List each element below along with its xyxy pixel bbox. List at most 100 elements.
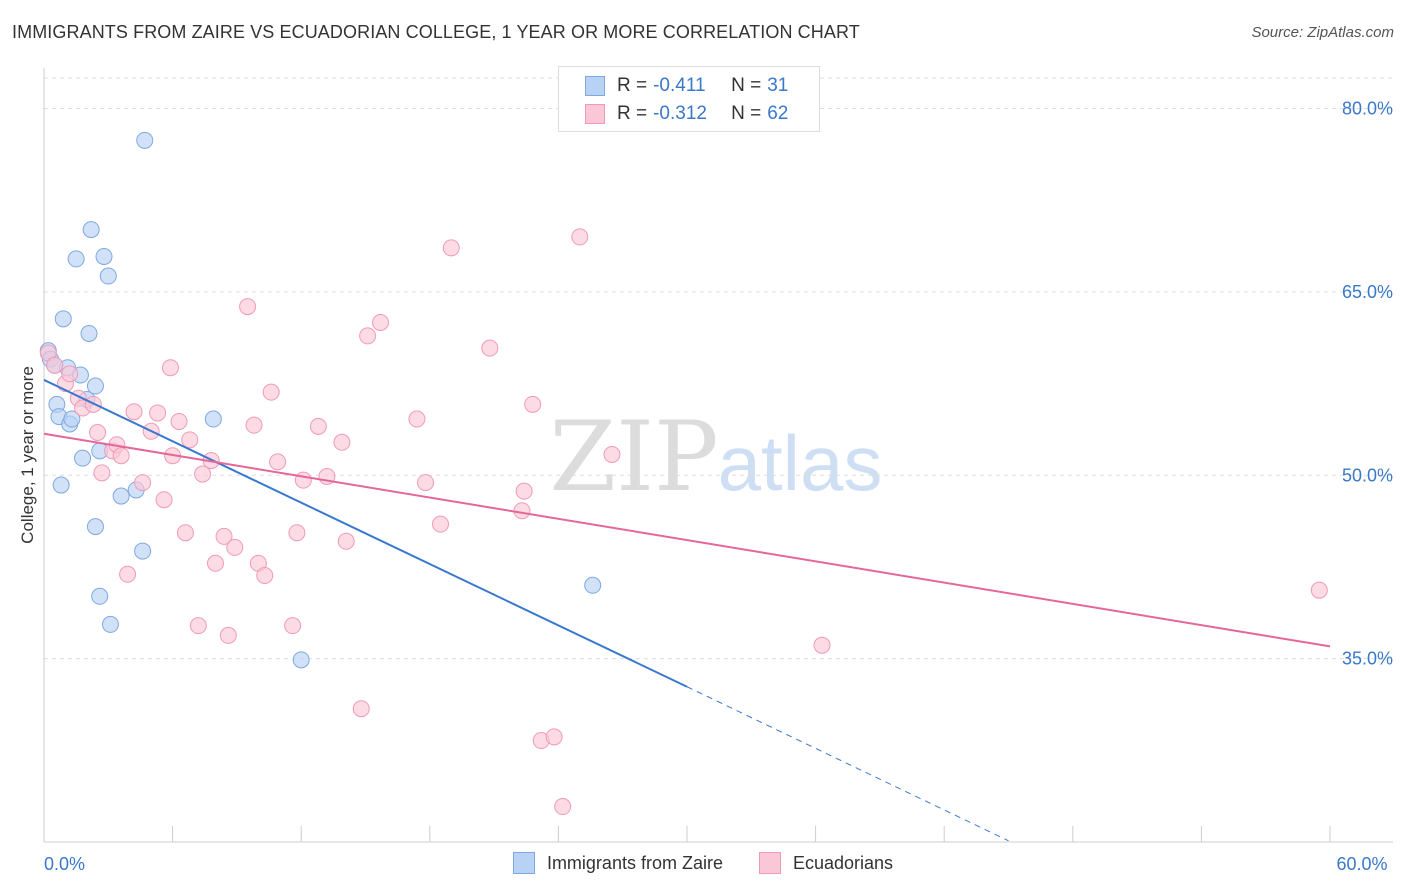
zaire-point — [204, 410, 222, 428]
legend-row-ecuadorians: R = -0.312 N = 62 — [585, 101, 788, 127]
ecuadorians-point — [545, 728, 563, 746]
ecuadorians-point — [46, 356, 64, 374]
ecuadorians-point — [294, 471, 312, 489]
ecuadorians-point — [112, 447, 130, 465]
zaire-point — [134, 542, 152, 560]
ecuadorians-point — [359, 327, 377, 345]
zaire-point — [101, 615, 119, 633]
ecuadorians-point — [194, 465, 212, 483]
watermark-zip: ZIP — [549, 401, 718, 513]
ecuadorians-point — [515, 482, 533, 500]
ecuadorians-point — [226, 538, 244, 556]
ecuadorians-point — [432, 515, 450, 533]
zaire-point — [99, 267, 117, 285]
zaire-point — [63, 410, 81, 428]
zaire-point — [292, 651, 310, 669]
series-swatch-zaire — [512, 852, 535, 874]
legend-row-zaire: R = -0.411 N = 31 — [585, 73, 788, 99]
zaire-point — [74, 449, 92, 467]
zaire-point — [136, 131, 154, 149]
zaire-point — [112, 487, 130, 505]
legend-r-label: R = — [617, 75, 648, 96]
zaire-point — [82, 221, 100, 239]
ecuadorians-point — [170, 412, 188, 430]
ecuadorians-point — [524, 395, 542, 413]
ecuadorians-point — [372, 313, 390, 331]
ecuadorians-point — [119, 565, 137, 583]
zaire-trend-line — [43, 379, 688, 688]
ecuadorians-point — [93, 464, 111, 482]
ecuadorians-point — [215, 527, 233, 545]
ecuadorians-point — [181, 431, 199, 449]
ecuadorians-point — [189, 617, 207, 635]
ecuadorians-point — [61, 365, 79, 383]
ecuadorians-point — [149, 404, 167, 422]
zaire-point — [80, 324, 98, 342]
series-label-ecuadorians: Ecuadorians — [792, 852, 894, 873]
series-legend-item-ecuadorians[interactable]: Ecuadorians — [758, 852, 894, 874]
ecuadorians-point — [134, 474, 152, 492]
legend-swatch-ecuadorians — [585, 104, 605, 124]
ecuadorians-point — [284, 617, 302, 635]
legend-r-label: R = — [617, 103, 648, 124]
zaire-point — [67, 250, 85, 268]
zaire-point — [86, 377, 104, 395]
ecuadorians-point — [603, 445, 621, 463]
legend-n-label: N = — [731, 75, 762, 96]
ecuadorians-point — [481, 339, 499, 357]
ecuadorians-point — [813, 636, 831, 654]
chart-title: IMMIGRANTS FROM ZAIRE VS ECUADORIAN COLL… — [12, 22, 860, 42]
zaire-point — [52, 476, 70, 494]
legend-n-value: 31 — [767, 75, 789, 96]
zaire-trend-extension — [686, 686, 1009, 842]
y-tick-label: 80.0% — [1342, 99, 1393, 119]
ecuadorians-point — [571, 228, 589, 246]
y-tick-label: 65.0% — [1342, 282, 1393, 302]
series-label-zaire: Immigrants from Zaire — [546, 852, 723, 873]
zaire-point — [54, 310, 72, 328]
ecuadorians-point — [206, 554, 224, 572]
ecuadorians-point — [262, 383, 280, 401]
ecuadorians-point — [239, 298, 257, 316]
zaire-point — [584, 576, 602, 594]
ecuadorians-point — [408, 410, 426, 428]
y-tick-label: 35.0% — [1342, 649, 1393, 669]
ecuadorians-point — [161, 359, 179, 377]
legend-n-label: N = — [731, 103, 762, 124]
ecuadorians-point — [417, 474, 435, 492]
series-legend: Immigrants from Zaire Ecuadorians — [0, 852, 1406, 874]
zaire-point — [91, 587, 109, 605]
ecuadorians-point — [442, 239, 460, 257]
zaire-point — [95, 247, 113, 265]
ecuadorians-point — [337, 532, 355, 550]
ecuadorians-point — [89, 423, 107, 441]
y-tick-label: 50.0% — [1342, 465, 1393, 485]
ecuadorians-point — [554, 798, 572, 816]
legend-n-value: 62 — [767, 103, 789, 124]
ecuadorians-point — [125, 403, 143, 421]
ecuadorians-point — [219, 626, 237, 644]
ecuadorians-point — [269, 453, 287, 471]
correlation-legend: R = -0.411 N = 31 R = -0.312 N = 62 — [558, 66, 820, 132]
ecuadorians-point — [245, 416, 263, 434]
watermark-atlas: atlas — [718, 419, 883, 507]
zaire-point — [86, 518, 104, 536]
ecuadorians-point — [513, 502, 531, 520]
ecuadorians-point — [155, 491, 173, 509]
source-credit: Source: ZipAtlas.com — [1251, 24, 1394, 41]
series-legend-item-zaire[interactable]: Immigrants from Zaire — [512, 852, 723, 874]
legend-r-value: -0.312 — [653, 103, 707, 124]
legend-r-value: -0.411 — [653, 75, 706, 96]
series-swatch-ecuadorians — [758, 852, 781, 874]
ecuadorians-point — [256, 567, 274, 585]
ecuadorians-point — [333, 433, 351, 451]
legend-swatch-zaire — [585, 76, 605, 96]
ecuadorians-point — [352, 700, 370, 718]
ecuadorians-point — [1310, 581, 1328, 599]
ecuadorians-point — [309, 417, 327, 435]
x-tick-label: 0.0% — [44, 854, 85, 874]
ecuadorians-point — [288, 524, 306, 542]
x-tick-label: 60.0% — [1336, 854, 1387, 874]
ecuadorians-point — [176, 524, 194, 542]
